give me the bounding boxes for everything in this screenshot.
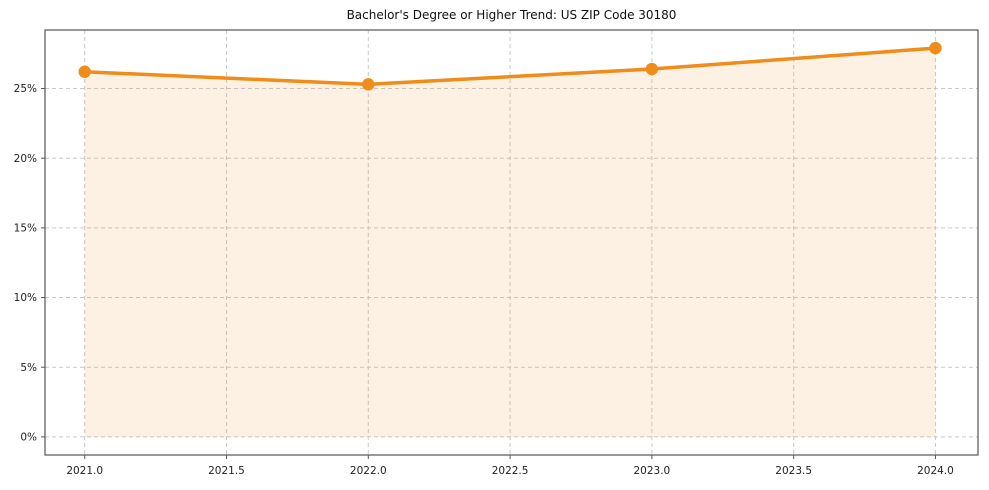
y-tick-label: 10%: [14, 292, 37, 304]
x-tick-label: 2023.5: [775, 465, 812, 477]
y-tick-label: 0%: [20, 431, 37, 443]
plot-border: [44, 29, 979, 456]
y-tick-label: 25%: [14, 83, 37, 95]
trend-line: [82, 46, 938, 87]
data-point-marker: [929, 41, 942, 55]
y-tick-label: 5%: [20, 362, 37, 374]
x-tick-label: 2024.0: [917, 465, 954, 477]
data-point-marker: [362, 78, 375, 91]
data-point-marker: [78, 65, 91, 79]
x-tick-label: 2023.0: [634, 465, 671, 477]
data-point-marker: [645, 62, 659, 76]
y-tick-label: 20%: [14, 153, 37, 165]
x-tick-label: 2022.0: [350, 465, 387, 477]
chart-title: Bachelor's Degree or Higher Trend: US ZI…: [346, 8, 677, 22]
x-tick-label: 2021.5: [208, 465, 245, 477]
y-tick-label: 15%: [14, 222, 37, 234]
x-tick-label: 2022.5: [492, 465, 529, 477]
x-tick-label: 2021.0: [66, 465, 103, 477]
area-fill: [84, 48, 936, 437]
